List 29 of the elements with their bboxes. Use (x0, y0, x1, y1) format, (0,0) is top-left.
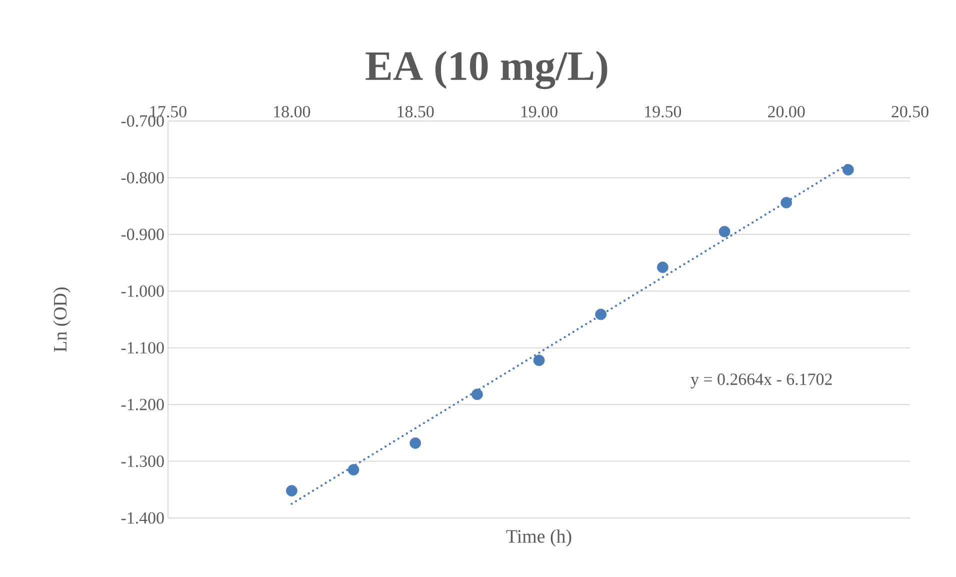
y-tick-label: -0.900 (121, 228, 164, 240)
y-tick-label: -1.100 (121, 342, 164, 354)
annotation: y = 0.2664x - 6.1702 (690, 374, 832, 388)
point (533, 354, 545, 366)
point (410, 437, 422, 449)
y-tick-label: -0.700 (121, 115, 164, 127)
y-tick-label: -0.800 (121, 172, 164, 184)
point (471, 388, 483, 400)
chart-title: EA (10 mg/L) (366, 50, 608, 90)
x-tick-label: 17.50 (150, 106, 186, 118)
point (780, 196, 792, 208)
x-tick-label: 19.00 (521, 106, 558, 118)
y-tick-label: -1.200 (121, 398, 164, 410)
x-tick-label: 18.00 (274, 106, 310, 118)
point (656, 262, 668, 274)
y-tick-label: -1.400 (121, 512, 164, 524)
x-tick-label: 19.50 (645, 106, 682, 118)
x-axis-title: Time (h) (506, 529, 572, 547)
x-tick-label: 20.00 (768, 106, 805, 118)
y-tick-label: -1.000 (121, 285, 164, 297)
x-tick-label: 20.50 (892, 106, 928, 118)
point (286, 485, 298, 496)
y-axis-title: Ln (OD) (53, 287, 70, 352)
y-tick-label: -1.300 (121, 456, 164, 468)
point (718, 226, 730, 238)
point (595, 308, 607, 320)
x-tick-label: 18.50 (398, 106, 434, 118)
point (842, 164, 854, 176)
point (348, 464, 360, 476)
